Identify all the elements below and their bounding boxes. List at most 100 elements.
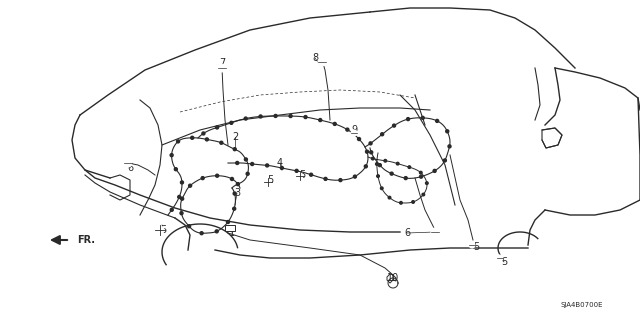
Circle shape xyxy=(433,169,436,172)
Circle shape xyxy=(376,163,378,165)
Circle shape xyxy=(419,171,422,174)
Circle shape xyxy=(381,133,383,136)
Circle shape xyxy=(233,207,236,210)
Circle shape xyxy=(177,140,180,143)
Circle shape xyxy=(370,151,372,154)
Circle shape xyxy=(444,159,446,162)
Text: 3: 3 xyxy=(234,188,240,198)
Circle shape xyxy=(346,128,349,131)
Circle shape xyxy=(216,174,219,177)
Circle shape xyxy=(174,168,177,171)
Circle shape xyxy=(371,157,374,160)
Circle shape xyxy=(390,172,393,175)
Circle shape xyxy=(274,115,277,117)
Circle shape xyxy=(431,228,439,236)
Text: 5: 5 xyxy=(299,170,305,180)
Circle shape xyxy=(201,177,204,180)
Text: 6: 6 xyxy=(404,228,410,238)
Circle shape xyxy=(178,196,180,198)
Circle shape xyxy=(244,117,247,120)
Text: 10: 10 xyxy=(387,273,399,283)
Text: FR.: FR. xyxy=(77,235,95,245)
Text: 1: 1 xyxy=(229,228,235,238)
Circle shape xyxy=(216,126,218,129)
Circle shape xyxy=(469,242,475,248)
Circle shape xyxy=(412,201,415,203)
Circle shape xyxy=(180,181,184,184)
Circle shape xyxy=(188,225,191,228)
Text: 2: 2 xyxy=(232,132,238,142)
Circle shape xyxy=(200,232,203,235)
Circle shape xyxy=(259,115,262,118)
Circle shape xyxy=(365,150,369,153)
Circle shape xyxy=(156,226,164,234)
Circle shape xyxy=(436,119,438,122)
Circle shape xyxy=(324,177,327,180)
Circle shape xyxy=(404,177,407,180)
Circle shape xyxy=(384,160,387,162)
Circle shape xyxy=(202,132,205,135)
Circle shape xyxy=(426,182,428,184)
Circle shape xyxy=(310,173,312,176)
Circle shape xyxy=(233,148,236,151)
Circle shape xyxy=(233,192,236,195)
Text: 5: 5 xyxy=(501,257,507,267)
Circle shape xyxy=(333,122,336,125)
Text: 5: 5 xyxy=(160,225,166,235)
Circle shape xyxy=(497,255,503,261)
Circle shape xyxy=(230,177,234,181)
Text: SJA4B0700E: SJA4B0700E xyxy=(561,302,604,308)
Text: 5: 5 xyxy=(267,175,273,185)
Text: 9: 9 xyxy=(351,125,357,135)
Circle shape xyxy=(406,118,410,121)
Circle shape xyxy=(392,124,396,127)
Circle shape xyxy=(295,169,298,172)
Circle shape xyxy=(266,164,269,167)
Circle shape xyxy=(408,166,411,168)
Circle shape xyxy=(319,119,322,122)
Circle shape xyxy=(189,184,191,187)
Circle shape xyxy=(251,162,253,166)
Bar xyxy=(225,225,235,231)
Text: 4: 4 xyxy=(277,158,283,168)
Circle shape xyxy=(304,115,307,119)
Circle shape xyxy=(230,121,233,124)
Circle shape xyxy=(236,182,239,186)
Circle shape xyxy=(318,58,326,66)
Circle shape xyxy=(358,137,360,141)
Circle shape xyxy=(236,161,239,165)
Circle shape xyxy=(280,167,284,169)
Text: 5: 5 xyxy=(473,242,479,252)
Circle shape xyxy=(396,162,399,165)
Circle shape xyxy=(445,130,449,133)
Circle shape xyxy=(377,175,380,177)
Text: 8: 8 xyxy=(312,53,318,63)
Circle shape xyxy=(351,130,357,136)
Circle shape xyxy=(353,175,356,178)
Circle shape xyxy=(380,187,383,189)
Circle shape xyxy=(265,179,271,185)
Circle shape xyxy=(244,158,248,161)
Circle shape xyxy=(388,196,391,199)
Circle shape xyxy=(369,142,372,145)
Circle shape xyxy=(227,220,230,224)
Circle shape xyxy=(180,197,184,200)
Circle shape xyxy=(246,172,249,175)
Circle shape xyxy=(297,173,303,179)
Circle shape xyxy=(399,202,403,204)
Circle shape xyxy=(170,154,173,157)
Circle shape xyxy=(421,116,424,119)
Text: 6: 6 xyxy=(127,163,133,173)
Circle shape xyxy=(220,141,223,144)
Circle shape xyxy=(422,193,424,196)
Circle shape xyxy=(364,165,367,168)
Polygon shape xyxy=(542,128,562,148)
Circle shape xyxy=(218,64,226,72)
Circle shape xyxy=(448,145,451,148)
Circle shape xyxy=(420,175,422,178)
Circle shape xyxy=(378,164,381,167)
Circle shape xyxy=(289,115,292,117)
Circle shape xyxy=(339,179,342,182)
Circle shape xyxy=(191,136,194,139)
Circle shape xyxy=(124,159,132,167)
